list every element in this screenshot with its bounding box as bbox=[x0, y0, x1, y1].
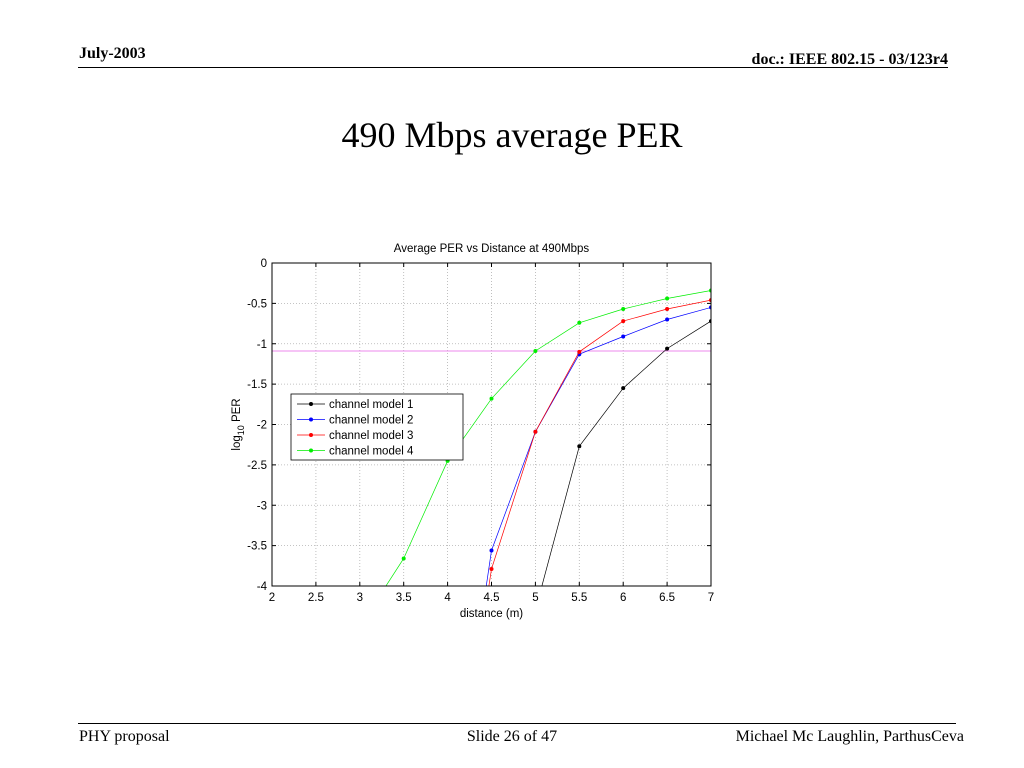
x-tick-label: 6.5 bbox=[659, 592, 675, 604]
y-tick-label: -3 bbox=[257, 500, 267, 512]
header-date: July-2003 bbox=[79, 45, 146, 62]
slide-title: 490 Mbps average PER bbox=[341, 115, 683, 155]
x-tick-label: 4.5 bbox=[484, 592, 500, 604]
legend-label: channel model 4 bbox=[329, 446, 414, 458]
legend-box bbox=[290, 393, 464, 461]
x-tick-label: 2.5 bbox=[308, 592, 324, 604]
x-tick-label: 4 bbox=[444, 592, 451, 604]
y-tick-label: -1.5 bbox=[247, 379, 267, 391]
data-point bbox=[621, 319, 626, 324]
data-point bbox=[533, 349, 538, 354]
x-tick-label: 5 bbox=[532, 592, 538, 604]
data-point bbox=[577, 320, 582, 325]
y-tick-label: -2 bbox=[257, 420, 267, 432]
y-axis-label-tail: PER bbox=[231, 398, 243, 425]
x-tick-label: 2 bbox=[269, 592, 275, 604]
data-point bbox=[401, 556, 406, 561]
chart-ticks: 2 2.5 3 3.5 4 4.5 5 5.5 6 6.5 7 0 -0.5 -1 -1.5 -2 -2.5 -3… bbox=[247, 258, 714, 604]
data-point bbox=[665, 346, 670, 351]
y-axis-label: log10 PER bbox=[231, 398, 246, 450]
legend-label: channel model 3 bbox=[329, 430, 413, 442]
data-point bbox=[489, 548, 494, 553]
x-tick-label: 5.5 bbox=[571, 592, 587, 604]
footer-author: Michael Mc Laughlin, ParthusCeva bbox=[735, 728, 964, 745]
legend-swatch-marker bbox=[309, 402, 313, 406]
y-tick-label: -2.5 bbox=[247, 460, 267, 472]
data-point bbox=[489, 396, 494, 401]
legend-label: channel model 1 bbox=[329, 399, 413, 411]
legend-label: channel model 2 bbox=[329, 415, 413, 427]
x-axis-label: distance (m) bbox=[460, 608, 523, 620]
data-point bbox=[489, 567, 494, 572]
data-point bbox=[533, 429, 538, 434]
legend-swatch-marker bbox=[309, 433, 313, 437]
x-tick-label: 7 bbox=[708, 592, 714, 604]
footer-rule bbox=[78, 723, 956, 724]
slide-number: Slide 26 of 47 bbox=[466, 728, 558, 745]
data-point bbox=[621, 307, 626, 312]
data-point bbox=[665, 296, 670, 301]
x-tick-label: 3.5 bbox=[396, 592, 412, 604]
data-point bbox=[577, 444, 582, 449]
footer-left: PHY proposal bbox=[79, 728, 170, 745]
x-tick-label: 6 bbox=[620, 592, 626, 604]
y-axis-label-main: log bbox=[231, 435, 243, 450]
y-axis-label-subscript: 10 bbox=[236, 425, 246, 435]
y-tick-label: -0.5 bbox=[247, 298, 267, 310]
header-rule bbox=[78, 67, 948, 68]
y-tick-label: -1 bbox=[257, 339, 267, 351]
x-tick-label: 3 bbox=[357, 592, 363, 604]
data-point bbox=[621, 386, 626, 391]
legend-swatch-marker bbox=[309, 448, 313, 453]
y-tick-label: -3.5 bbox=[247, 541, 267, 553]
data-point bbox=[665, 317, 670, 322]
chart-legend: channel model 1 channel model 2 channel mo… bbox=[290, 393, 464, 461]
y-tick-label: -4 bbox=[257, 581, 268, 593]
data-point bbox=[577, 349, 582, 354]
chart-title: Average PER vs Distance at 490Mbps bbox=[394, 243, 590, 255]
legend-swatch-marker bbox=[309, 417, 313, 422]
data-point bbox=[621, 334, 626, 339]
data-point bbox=[665, 307, 670, 312]
y-tick-label: 0 bbox=[261, 258, 267, 270]
header-doc-id: doc.: IEEE 802.15 - 03/123r4 bbox=[751, 51, 948, 68]
